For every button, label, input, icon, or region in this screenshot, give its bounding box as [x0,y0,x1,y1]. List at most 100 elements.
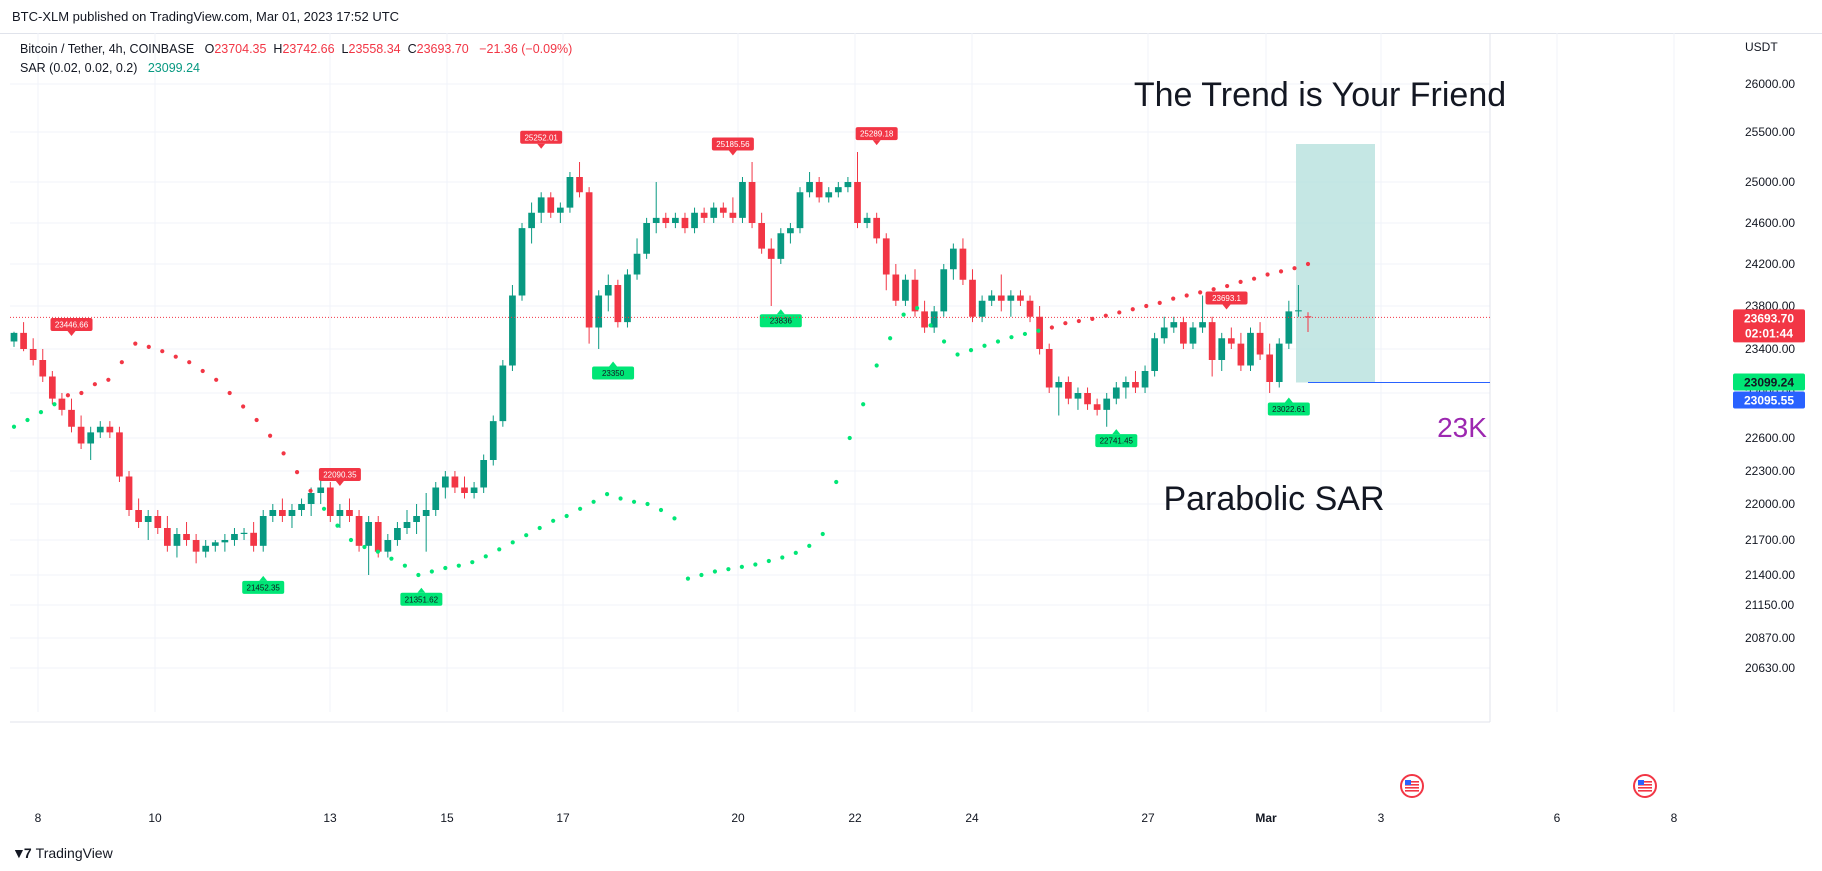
candle-body [384,540,392,552]
sar-dot [1265,272,1270,277]
candle-body [336,510,344,516]
price-tick-label: 21150.00 [1745,598,1794,612]
price-tick-label: 22600.00 [1745,431,1795,445]
us-flag-icon[interactable] [1400,774,1424,798]
candle-body [307,493,315,504]
sar-dot [160,349,165,354]
sar-dot [578,506,583,511]
grid [10,33,1675,723]
sar-label-text: 23836 [770,317,793,326]
sar-label-text: 21452.35 [247,583,281,592]
sar-dot [470,560,475,565]
time-tick-label: 24 [965,811,979,825]
candle-body [211,542,219,546]
candle-body [1045,349,1053,388]
candle-body [1026,300,1034,317]
candle-body [729,212,737,218]
candle-body [652,217,660,223]
sar-dot [699,572,704,578]
candle-body [1256,332,1264,355]
sar-dot [416,572,421,578]
sar-dot [38,410,44,415]
sar-label-pointer [67,330,76,336]
sar-label-text: 23693.1 [1212,294,1241,303]
candle-body [719,207,727,213]
sar-dot [901,312,906,317]
sar-dot [375,549,381,554]
candle-body [969,279,976,317]
sar-dot [241,404,246,409]
time-tick-label: 17 [556,811,570,825]
time-axis[interactable]: 8 10 13 15 17 20 22 24 27 Mar 3 6 8 [35,811,1678,825]
time-tick-label: 22 [848,811,862,825]
sar-label-box [592,366,635,380]
price-tick-label: 22000.00 [1745,497,1795,511]
sar-dot [1076,318,1081,324]
event-flags[interactable] [1400,774,1657,798]
candle-body [231,534,238,540]
candle-body [1093,404,1101,410]
candle-body [815,182,823,198]
low-label: L [341,42,349,56]
sar-label-box [1205,291,1248,305]
us-flag-icon[interactable] [1633,774,1657,798]
sar-dot [537,525,542,531]
candle-body [1170,322,1178,328]
price-tick-label: 24200.00 [1745,257,1795,271]
close-label: C [407,42,417,56]
sar-dot [146,344,151,349]
sar-dot [604,492,610,497]
time-tick-label: 15 [440,811,454,825]
candle-body [221,540,229,543]
candle-body [710,207,718,218]
flag-canton [1405,780,1411,785]
sar-dot [739,564,744,569]
candle-body [681,217,689,229]
candle-body [298,504,305,510]
sar-label-box [1095,434,1138,448]
candle-body [250,532,257,546]
sar-dot [1198,290,1203,295]
candle-body [135,510,142,522]
price-axis[interactable]: 26000.00 25500.00 25000.00 24600.00 24200.00… [1733,77,1805,675]
sar-dot [874,363,879,368]
sar-dot [335,523,340,528]
candle-body [940,269,948,312]
candle-body [106,426,114,433]
time-tick-label: 8 [1671,811,1678,825]
candle-body [1007,295,1015,301]
price-tick-label: 20870.00 [1745,631,1795,645]
sar-dot [1063,321,1068,326]
candle-body [1065,382,1072,399]
sar-dot [1238,279,1243,284]
sar-label-box [520,130,563,144]
price-tick-label: 21400.00 [1745,568,1795,582]
candle-body [930,311,938,328]
candle-body [1017,295,1024,301]
candle-body [1132,382,1139,388]
tradingview-logo-icon: ▼7 [12,845,32,861]
candle-body [183,534,190,540]
sar-dot [389,556,394,561]
candle-body [1036,316,1043,349]
sar-dot [1292,266,1297,271]
candle-body [911,279,919,312]
candle-body [844,182,852,188]
candle-body [758,223,765,249]
candle-body [374,522,382,552]
candle-body [1304,316,1312,318]
candle-body [557,207,564,213]
sar-dot [1225,283,1230,289]
candles [10,152,1312,575]
candle-body [863,217,871,223]
candle-body [1199,322,1206,328]
sar-dot [955,352,960,357]
sar-dot [1103,313,1108,318]
sar-label-pointer [776,309,785,315]
candle-body [1160,327,1168,339]
sar-dot [268,433,273,438]
candle-body [1275,343,1283,382]
sar-dot [658,507,664,513]
candle-body [576,177,583,193]
